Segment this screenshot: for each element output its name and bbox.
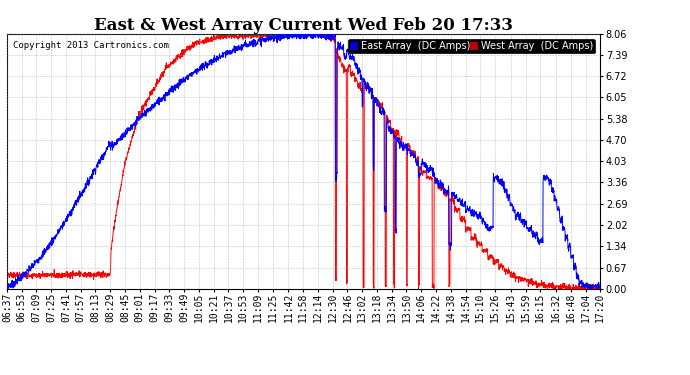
Legend: East Array  (DC Amps), West Array  (DC Amps): East Array (DC Amps), West Array (DC Amp… (348, 39, 595, 54)
Title: East & West Array Current Wed Feb 20 17:33: East & West Array Current Wed Feb 20 17:… (94, 16, 513, 34)
Text: Copyright 2013 Cartronics.com: Copyright 2013 Cartronics.com (13, 41, 169, 50)
